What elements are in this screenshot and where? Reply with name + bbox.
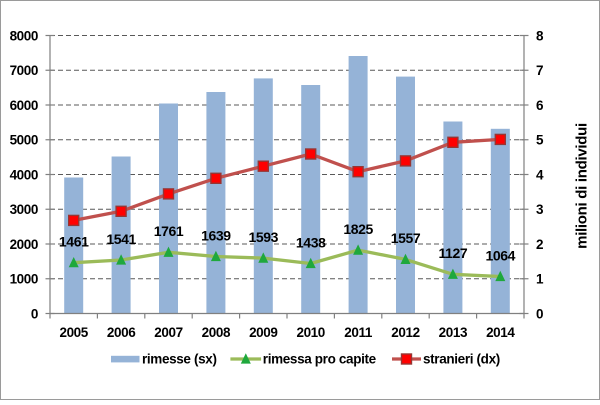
- svg-text:4: 4: [536, 167, 544, 182]
- svg-text:1000: 1000: [10, 272, 38, 287]
- svg-text:4000: 4000: [10, 167, 38, 182]
- svg-text:1461: 1461: [59, 234, 89, 250]
- svg-text:0: 0: [31, 306, 38, 321]
- svg-text:stranieri (dx): stranieri (dx): [423, 351, 500, 366]
- svg-text:7000: 7000: [10, 63, 38, 78]
- svg-text:2000: 2000: [10, 237, 38, 252]
- svg-text:2011: 2011: [344, 325, 373, 340]
- svg-text:2009: 2009: [249, 325, 277, 340]
- svg-text:2005: 2005: [59, 325, 88, 340]
- svg-text:2008: 2008: [202, 325, 231, 340]
- svg-text:2: 2: [536, 237, 543, 252]
- svg-text:rimesse (sx): rimesse (sx): [142, 351, 217, 366]
- svg-text:2007: 2007: [154, 325, 182, 340]
- svg-text:5: 5: [536, 133, 544, 148]
- svg-text:8: 8: [536, 28, 544, 43]
- svg-text:0: 0: [536, 306, 543, 321]
- svg-text:1761: 1761: [154, 223, 184, 239]
- svg-text:5000: 5000: [10, 133, 38, 148]
- svg-text:2014: 2014: [486, 325, 515, 340]
- svg-text:8000: 8000: [10, 28, 38, 43]
- svg-text:3000: 3000: [10, 202, 38, 217]
- svg-text:1127: 1127: [439, 245, 468, 261]
- svg-text:2013: 2013: [439, 325, 468, 340]
- svg-text:3: 3: [536, 202, 544, 217]
- svg-text:1825: 1825: [343, 221, 373, 237]
- svg-text:6000: 6000: [10, 98, 38, 113]
- svg-text:1: 1: [536, 272, 544, 287]
- svg-text:rimessa pro capite: rimessa pro capite: [263, 351, 377, 366]
- svg-text:2010: 2010: [296, 325, 324, 340]
- svg-text:1557: 1557: [391, 230, 421, 246]
- svg-text:1438: 1438: [296, 234, 326, 250]
- svg-text:1593: 1593: [249, 229, 279, 245]
- svg-text:1064: 1064: [486, 247, 516, 263]
- svg-text:2006: 2006: [107, 325, 136, 340]
- svg-text:7: 7: [536, 63, 543, 78]
- svg-text:1541: 1541: [106, 231, 136, 247]
- svg-text:1639: 1639: [201, 227, 231, 243]
- svg-text:2012: 2012: [391, 325, 419, 340]
- svg-text:milioni di individui: milioni di individui: [574, 123, 591, 249]
- svg-text:6: 6: [536, 98, 544, 113]
